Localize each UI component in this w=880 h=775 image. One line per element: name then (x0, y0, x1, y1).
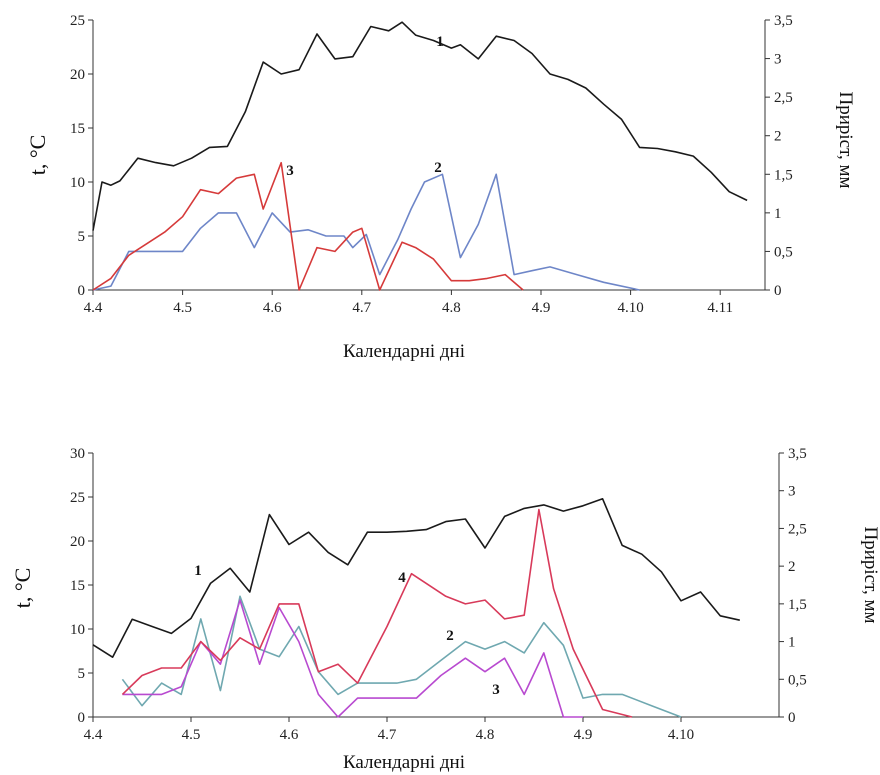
series-label-3: 3 (492, 682, 500, 698)
left-tick-label: 30 (70, 446, 85, 462)
series-label-3: 3 (286, 163, 294, 179)
series-2-line (121, 595, 682, 718)
right-tick-label: 0,5 (788, 672, 807, 688)
right-tick-label: 3 (774, 52, 782, 68)
series-1-line (92, 21, 748, 231)
right-tick-label: 0 (788, 710, 796, 726)
x-tick-label: 4.11 (707, 300, 733, 316)
left-tick-label: 10 (70, 622, 85, 638)
right-tick-label: 1,5 (788, 597, 807, 613)
y-axis-label: t, °C (10, 568, 35, 609)
series-3-line (122, 599, 583, 718)
x-tick-label: 4.7 (378, 727, 397, 743)
x-tick-label: 4.8 (442, 300, 461, 316)
right-tick-label: 1 (788, 635, 796, 651)
x-tick-label: 4.9 (574, 727, 593, 743)
x-tick-label: 4.8 (476, 727, 495, 743)
x-tick-label: 4.4 (84, 727, 103, 743)
x-tick-label: 4.5 (173, 300, 192, 316)
y2-axis-label: Приріст, мм (835, 91, 856, 188)
left-tick-label: 10 (70, 175, 85, 191)
chart-2: 0 5 10 15 20 25 30 0 0,5 1 1,5 2 2,5 3 3,5 4.4 4.5 4.6 4.7… (10, 446, 880, 773)
series-label-1: 1 (436, 34, 444, 50)
left-tick-label: 0 (78, 710, 86, 726)
left-tick-label: 5 (78, 229, 86, 245)
series-label-2: 2 (434, 160, 442, 176)
x-tick-label: 4.10 (617, 300, 643, 316)
right-tick-label: 1,5 (774, 167, 793, 183)
left-tick-label: 15 (70, 578, 85, 594)
x-tick-label: 4.6 (263, 300, 282, 316)
series-label-4: 4 (398, 570, 406, 586)
right-tick-label: 2 (774, 129, 782, 145)
right-tick-label: 2,5 (788, 521, 807, 537)
x-tick-label: 4.9 (532, 300, 551, 316)
x-tick-label: 4.4 (84, 300, 103, 316)
series-2-line (92, 173, 640, 291)
right-tick-label: 3 (788, 484, 796, 500)
x-tick-label: 4.7 (352, 300, 371, 316)
y2-axis-label: Приріст, мм (860, 526, 880, 623)
y-axis-label: t, °C (25, 135, 50, 176)
left-tick-label: 25 (70, 490, 85, 506)
series-label-2: 2 (446, 628, 454, 644)
right-tick-label: 0,5 (774, 244, 793, 260)
x-tick-label: 4.6 (280, 727, 299, 743)
x-tick-label: 4.5 (182, 727, 201, 743)
left-tick-label: 20 (70, 534, 85, 550)
series-1-line (92, 497, 740, 659)
right-tick-label: 0 (774, 283, 782, 299)
left-tick-label: 15 (70, 121, 85, 137)
x-axis-label: Календарні дні (343, 752, 465, 773)
left-tick-label: 20 (70, 67, 85, 83)
right-tick-label: 1 (774, 206, 782, 222)
right-tick-label: 3,5 (788, 446, 807, 462)
left-tick-label: 5 (78, 666, 86, 682)
series-label-1: 1 (194, 563, 202, 579)
chart-1: 0 5 10 15 20 25 0 0,5 1 1,5 2 2,5 3 3,5 4.4 4.5 4.6 4.7 4.… (25, 13, 856, 362)
x-tick-label: 4.10 (668, 727, 694, 743)
left-tick-label: 25 (70, 13, 85, 29)
right-tick-label: 3,5 (774, 13, 793, 29)
left-tick-label: 0 (78, 283, 86, 299)
series-4-line (121, 508, 633, 718)
series-3-line (92, 161, 524, 291)
x-axis-label: Календарні дні (343, 341, 465, 362)
right-tick-label: 2,5 (774, 90, 793, 106)
right-tick-label: 2 (788, 559, 796, 575)
